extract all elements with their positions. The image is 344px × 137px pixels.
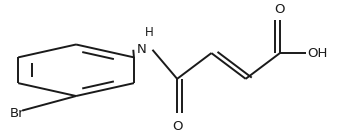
Text: OH: OH <box>307 47 328 60</box>
Text: O: O <box>275 3 285 16</box>
Text: Br: Br <box>9 107 24 120</box>
Text: O: O <box>172 120 182 133</box>
Text: H: H <box>145 26 153 39</box>
Text: N: N <box>136 43 146 56</box>
